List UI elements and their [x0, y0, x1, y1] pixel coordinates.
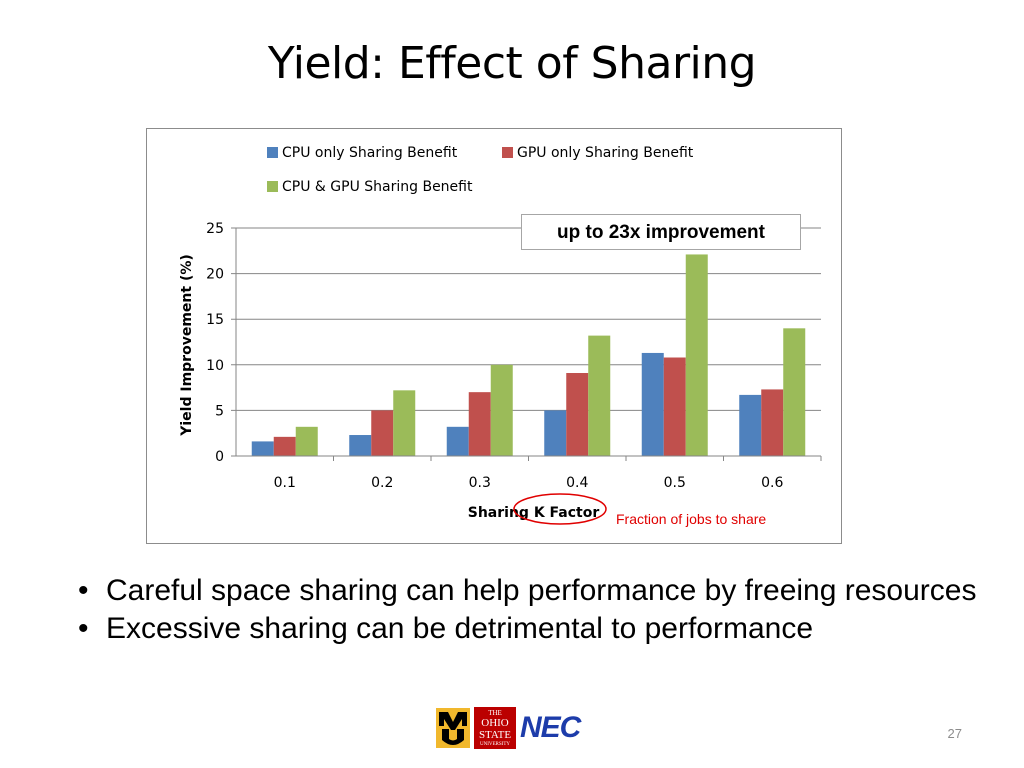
bar [468, 392, 491, 456]
bar [761, 389, 784, 456]
bar [663, 357, 686, 456]
ohio-state-logo: THE OHIO STATE UNIVERSITY [474, 707, 516, 749]
page-number: 27 [947, 726, 962, 741]
legend-swatch [267, 147, 278, 158]
y-tick-label: 5 [215, 403, 224, 419]
bar [566, 373, 589, 456]
y-tick-label: 20 [206, 267, 224, 283]
y-tick-label: 0 [215, 449, 224, 465]
bar [685, 254, 708, 456]
bullet-item: Excessive sharing can be detrimental to … [78, 610, 978, 648]
bar [490, 364, 513, 456]
x-tick-label: 0.4 [566, 475, 588, 491]
bar [588, 335, 611, 456]
nec-logo: NEC [520, 711, 581, 744]
x-tick-label: 0.2 [371, 475, 393, 491]
bar [251, 441, 274, 456]
bar [273, 436, 296, 456]
slide-title: Yield: Effect of Sharing [267, 38, 757, 89]
legend-label: GPU only Sharing Benefit [517, 145, 694, 161]
x-tick-label: 0.6 [761, 475, 783, 491]
bar [544, 410, 567, 456]
improvement-callout: up to 23x improvement [521, 214, 801, 250]
legend-swatch [502, 147, 513, 158]
chart-frame: 0 5 10 15 20 25 0.1 0.2 0.3 0.4 0.5 0.6 Sharing K Fa… [146, 128, 842, 544]
fraction-note: Fraction of jobs to share [616, 511, 767, 527]
bar [371, 410, 394, 456]
bar [783, 328, 806, 456]
y-tick-label: 25 [206, 221, 224, 237]
bar [446, 426, 469, 456]
bar [349, 435, 372, 456]
logo-strip: THE OHIO STATE UNIVERSITY NEC [436, 706, 581, 750]
bar [295, 426, 318, 456]
bar [641, 352, 664, 456]
bullet-list: Careful space sharing can help performan… [78, 572, 978, 648]
x-tick-label: 0.1 [274, 475, 296, 491]
x-tick-label: 0.3 [469, 475, 491, 491]
highlight-ellipse [513, 493, 607, 525]
bar-chart: 0 5 10 15 20 25 0.1 0.2 0.3 0.4 0.5 0.6 Sharing K Fa… [179, 145, 822, 525]
bullet-item: Careful space sharing can help performan… [78, 572, 978, 610]
mizzou-logo-icon [436, 708, 470, 748]
y-tick-label: 15 [206, 312, 224, 328]
legend-label: CPU only Sharing Benefit [282, 145, 458, 161]
bar [739, 394, 762, 456]
x-tick-label: 0.5 [664, 475, 686, 491]
x-axis-title: Sharing K Factor [468, 505, 600, 521]
y-tick-label: 10 [206, 358, 224, 374]
y-axis-title: Yield Improvement (%) [179, 254, 195, 437]
bar [393, 390, 416, 456]
legend-label: CPU & GPU Sharing Benefit [282, 179, 473, 195]
legend-swatch [267, 181, 278, 192]
